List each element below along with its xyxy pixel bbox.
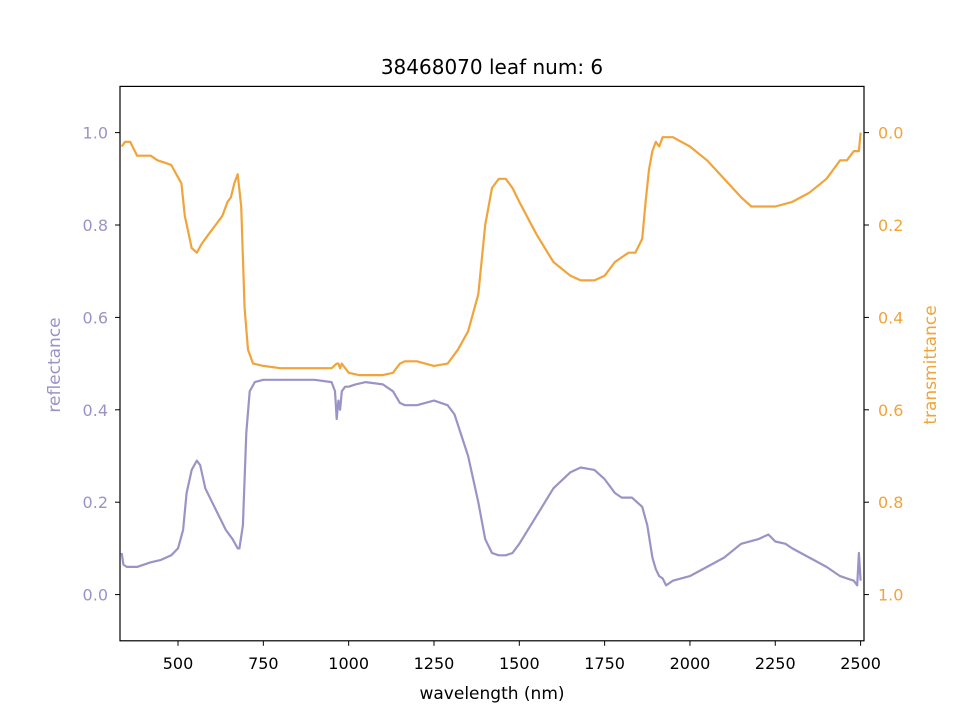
x-axis-ticks: 500 750 1000 1250 1500 1750 2000 2250 2500 [163, 640, 881, 673]
left-tick-label: 0.0 [83, 586, 108, 605]
right-tick-label: 0.2 [878, 216, 903, 235]
right-axis-label: transmittance [921, 305, 941, 424]
x-tick-label: 1750 [584, 654, 625, 673]
plot-lines [120, 132, 862, 587]
left-tick-label: 0.4 [83, 401, 108, 420]
right-tick-label: 0.6 [878, 401, 903, 420]
right-tick-label: 0.8 [878, 493, 903, 512]
x-tick-label: 500 [163, 654, 194, 673]
right-axis-ticks: 0.0 0.2 0.4 0.6 0.8 1.0 [864, 124, 903, 605]
left-tick-label: 0.6 [83, 308, 108, 327]
x-axis-label: wavelength (nm) [419, 684, 564, 704]
x-tick-label: 1250 [414, 654, 455, 673]
right-tick-label: 0.4 [878, 308, 903, 327]
reflectance-line [120, 378, 862, 587]
plot-frame [119, 85, 865, 642]
x-tick-label: 750 [248, 654, 279, 673]
x-tick-label: 2500 [840, 654, 881, 673]
x-tick-label: 2250 [755, 654, 796, 673]
left-tick-label: 0.8 [83, 216, 108, 235]
left-axis-ticks: 0.0 0.2 0.4 0.6 0.8 1.0 [83, 124, 120, 605]
left-tick-label: 1.0 [83, 124, 108, 143]
left-tick-label: 0.2 [83, 493, 108, 512]
x-tick-label: 1500 [499, 654, 540, 673]
transmittance-line [120, 132, 862, 377]
left-axis-label: reflectance [45, 317, 65, 412]
x-tick-label: 2000 [670, 654, 711, 673]
chart-title: 38468070 leaf num: 6 [381, 55, 603, 79]
x-tick-label: 1000 [328, 654, 369, 673]
right-tick-label: 0.0 [878, 124, 903, 143]
right-tick-label: 1.0 [878, 586, 903, 605]
